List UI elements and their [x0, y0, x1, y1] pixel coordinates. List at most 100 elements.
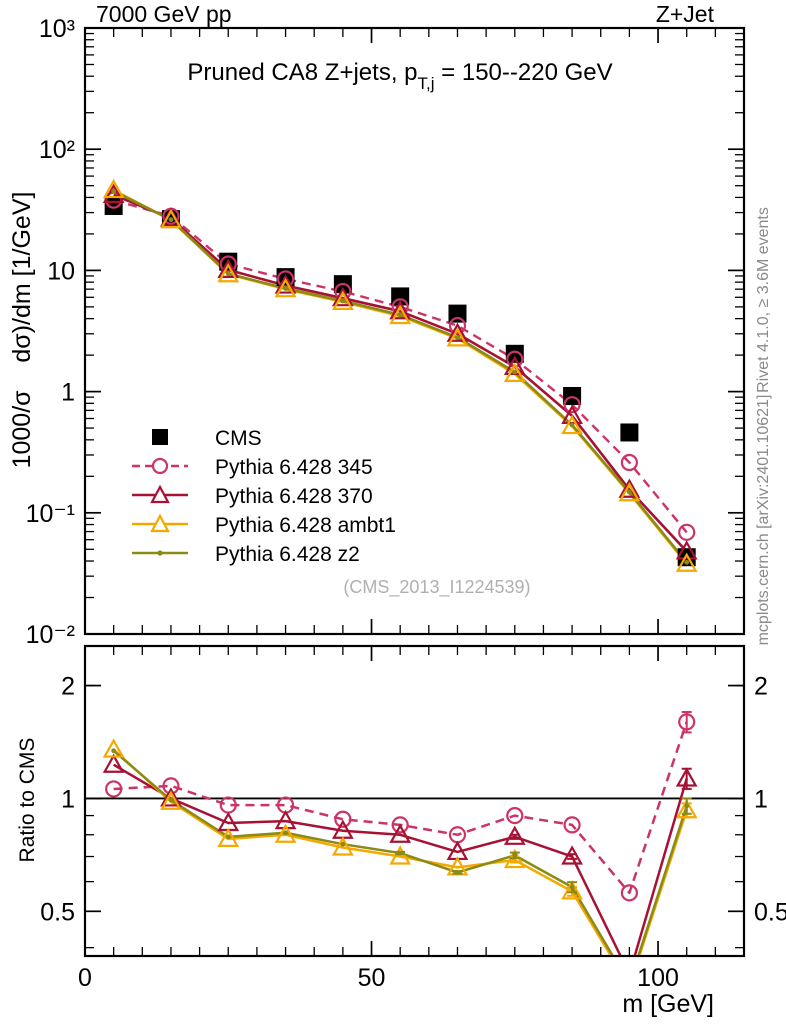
main-marker-s370 — [331, 286, 354, 307]
main-marker-data — [448, 304, 467, 323]
legend-label-s370: Pythia 6.428 370 — [215, 485, 373, 508]
ratio-y-tick-label: 1 — [61, 785, 75, 813]
ratio-marker-z2 — [283, 830, 288, 836]
ratio-marker-s345 — [563, 816, 581, 834]
legend-marker-z2 — [157, 550, 163, 556]
ratio-marker-s370 — [503, 825, 526, 845]
ratio-y-tick-label-right: 2 — [754, 673, 768, 701]
header-process-label: Z+Jet — [656, 1, 715, 27]
ratio-marker-ambt1 — [675, 799, 698, 819]
ratio-series-line-ambt1 — [112, 748, 688, 955]
ratio-marker-z2 — [340, 841, 346, 847]
main-marker-data — [620, 423, 639, 442]
main-marker-z2 — [111, 188, 117, 194]
legend-entry-data: CMS — [152, 427, 262, 450]
main-marker-ambt1 — [446, 327, 469, 347]
main-marker-ambt1 — [675, 552, 698, 572]
main-marker-s370 — [446, 322, 469, 342]
main-marker-z2 — [569, 422, 575, 428]
ratio-marker-s370 — [102, 753, 125, 773]
ratio-marker-ambt1 — [274, 823, 297, 843]
ratio-marker-s370 — [274, 809, 297, 830]
main-marker-s345 — [678, 523, 696, 541]
x-tick-label: 50 — [358, 964, 386, 992]
ratio-marker-ambt1 — [217, 827, 240, 847]
x-axis-title: m [GeV] — [622, 990, 714, 1018]
main-marker-z2 — [512, 369, 518, 375]
main-marker-ambt1 — [160, 208, 182, 229]
ratio-marker-s345 — [620, 884, 638, 902]
ratio-y-tick-label: 2 — [61, 673, 75, 701]
main-marker-s370 — [217, 258, 240, 278]
legend-marker-s345 — [151, 457, 169, 475]
main-marker-data — [563, 386, 582, 405]
ratio-marker-s345 — [506, 806, 524, 825]
side-note-mcplots: mcplots.cern.ch [arXiv:2401.10621] — [755, 395, 772, 646]
main-marker-s345 — [448, 317, 467, 335]
main-marker-s370 — [389, 300, 412, 320]
ratio-marker-z2 — [397, 850, 403, 856]
main-panel-frame — [83, 26, 746, 636]
main-y-tick-label: 10⁻² — [26, 621, 75, 649]
side-note-rivet: Rivet 4.1.0, ≥ 3.6M events — [755, 207, 772, 393]
ratio-marker-ambt1 — [561, 880, 583, 900]
main-marker-s370 — [618, 478, 641, 498]
ratio-marker-z2 — [168, 797, 174, 803]
main-marker-ambt1 — [274, 277, 297, 298]
main-marker-z2 — [283, 286, 288, 291]
ratio-marker-s370 — [561, 845, 583, 865]
main-series-line-s370 — [113, 193, 688, 553]
ratio-marker-ambt1 — [331, 836, 354, 856]
ratio-marker-s345 — [391, 816, 409, 834]
main-y-tick-label: 10 — [47, 257, 75, 285]
legend-entry-s345: Pythia 6.428 345 — [132, 456, 373, 479]
main-plot-title: Pruned CA8 Z+jets, pT,j = 150--220 GeV — [187, 59, 612, 93]
legend-entry-ambt1: Pythia 6.428 ambt1 — [132, 513, 396, 537]
main-marker-z2 — [340, 298, 346, 304]
legend-marker-ambt1 — [150, 513, 170, 533]
main-marker-ambt1 — [561, 414, 583, 435]
main-marker-ambt1 — [217, 262, 240, 283]
main-marker-z2 — [684, 559, 690, 565]
ratio-marker-z2 — [455, 869, 460, 875]
ratio-panel-frame — [83, 644, 746, 958]
x-tick-label: 100 — [637, 964, 679, 992]
main-marker-ambt1 — [389, 304, 412, 325]
main-marker-z2 — [397, 312, 403, 318]
header-beam-label: 7000 GeV pp — [96, 1, 232, 27]
main-marker-s345 — [620, 453, 638, 472]
svg-text:1000/σ dσ)/: 1000/σ dσ)/dm [1/GeV] — [8, 192, 36, 469]
ratio-y-tick-label-right: 0.5 — [754, 898, 786, 926]
legend-label-data: CMS — [215, 427, 262, 450]
main-marker-data — [104, 196, 123, 215]
legend-label-s345: Pythia 6.428 345 — [215, 456, 373, 479]
ratio-y-tick-label-right: 1 — [754, 785, 768, 813]
ratio-marker-s370 — [675, 767, 698, 787]
main-series-line-s345 — [113, 198, 688, 534]
main-marker-z2 — [168, 217, 174, 223]
main-y-tick-label: 10² — [39, 136, 75, 164]
legend-label-z2: Pythia 6.428 z2 — [215, 543, 360, 566]
ratio-y-tick-label: 0.5 — [40, 898, 75, 926]
ratio-marker-ambt1 — [389, 845, 412, 865]
legend: CMS Pythia 6.428 345 Pythia 6.428 370 Pythi… — [132, 427, 396, 566]
main-marker-data — [505, 344, 524, 363]
ratio-marker-z2 — [512, 852, 518, 858]
main-y-tick-label: 10⁻¹ — [26, 500, 75, 528]
ratio-marker-z2 — [225, 834, 231, 840]
main-marker-z2 — [455, 335, 460, 340]
ratio-marker-s370 — [160, 787, 182, 807]
ratio-marker-ambt1 — [160, 790, 182, 810]
ratio-marker-s345 — [105, 780, 123, 798]
main-plot-panel: 10³ 10² 10 1 10⁻¹ 10⁻² — [26, 15, 746, 649]
legend-entry-s370: Pythia 6.428 370 — [132, 484, 373, 508]
main-marker-ambt1 — [503, 362, 526, 382]
legend-label-ambt1: Pythia 6.428 ambt1 — [215, 514, 396, 537]
main-marker-z2 — [225, 271, 231, 277]
main-marker-z2 — [626, 489, 632, 495]
x-tick-label: 0 — [78, 964, 92, 992]
main-marker-s345 — [563, 396, 581, 414]
legend-entry-z2: Pythia 6.428 z2 — [132, 543, 360, 566]
main-marker-s370 — [675, 540, 698, 560]
